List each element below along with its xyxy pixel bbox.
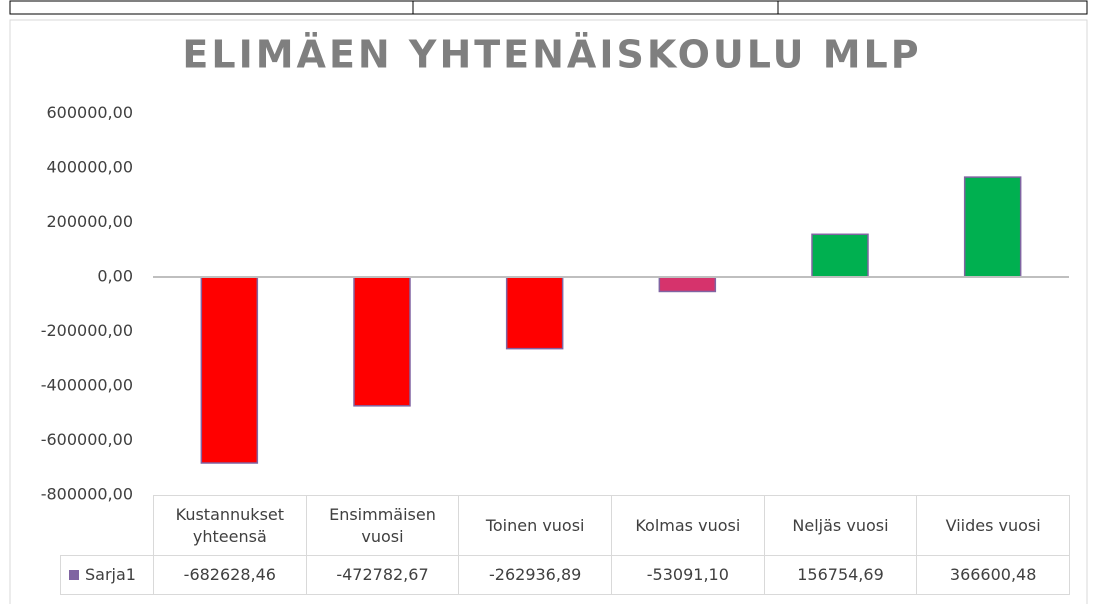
table-category: Toinen vuosi bbox=[458, 495, 612, 556]
legend-label: Sarja1 bbox=[85, 565, 136, 585]
table-value: -53091,10 bbox=[611, 555, 765, 595]
table-value: -682628,46 bbox=[153, 555, 307, 595]
bar bbox=[658, 276, 717, 293]
table-category: Neljäs vuosi bbox=[763, 495, 918, 556]
bar bbox=[200, 276, 259, 464]
legend-cell: Sarja1 bbox=[60, 555, 154, 595]
y-tick-label: -400000,00 bbox=[41, 376, 133, 395]
legend-key bbox=[69, 570, 79, 580]
y-tick-label: -200000,00 bbox=[41, 321, 133, 340]
table-category: Kustannukset yhteensä bbox=[153, 495, 307, 556]
bar bbox=[353, 276, 411, 407]
bar bbox=[811, 233, 869, 278]
y-tick-label: 400000,00 bbox=[46, 158, 133, 177]
table-category: Kolmas vuosi bbox=[611, 495, 765, 556]
table-value: 366600,48 bbox=[916, 555, 1070, 595]
table-value: 156754,69 bbox=[763, 555, 918, 595]
y-tick-label: 200000,00 bbox=[46, 212, 133, 231]
y-tick-label: -600000,00 bbox=[41, 430, 133, 449]
table-value: -262936,89 bbox=[458, 555, 612, 595]
table-value: -472782,67 bbox=[305, 555, 460, 595]
chart-title: ELIMÄEN YHTENÄISKOULU MLP bbox=[182, 33, 921, 77]
chart-frame bbox=[9, 19, 1088, 604]
y-tick-label: -800000,00 bbox=[41, 485, 133, 504]
y-tick-label: 600000,00 bbox=[46, 103, 133, 122]
sheet-row bbox=[9, 0, 1088, 15]
bar bbox=[505, 276, 564, 350]
table-category: Viides vuosi bbox=[916, 495, 1070, 556]
bar bbox=[963, 176, 1022, 278]
y-tick-label: 0,00 bbox=[97, 267, 133, 286]
table-category: Ensimmäisen vuosi bbox=[305, 495, 460, 556]
